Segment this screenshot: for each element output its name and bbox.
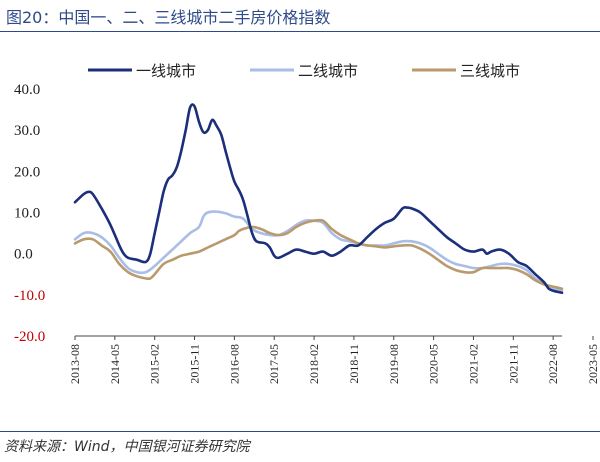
x-tick-label: 2020-05 [427,344,441,384]
x-tick-label: 2022-08 [546,344,560,384]
figure-title: 图20：中国一、二、三线城市二手房价格指数 [6,8,331,27]
x-tick-label: 2023-05 [586,344,600,384]
x-tick-label: 2015-11 [188,344,202,384]
y-tick-label: -10.0 [14,288,45,304]
series-line-1 [73,103,564,295]
legend-label-3: 三线城市 [460,62,520,80]
x-tick-label: 2013-08 [68,344,82,384]
price-index-chart: 一线城市 二线城市 三线城市 40.0 30.0 20.0 10.0 0.0 -10.0 -20… [14,62,600,384]
source-rule [0,431,600,432]
legend: 一线城市 二线城市 三线城市 [88,62,520,80]
x-tick-label: 2019-08 [387,344,401,384]
x-tick-label: 2016-08 [227,344,241,384]
x-tick-label: 2021-11 [506,344,520,384]
y-tick-label: 30.0 [14,123,40,139]
x-tick-label: 2018-02 [307,344,321,384]
y-tick-label: 0.0 [14,247,33,263]
x-tick-label: 2021-02 [466,344,480,384]
series-line-3 [73,218,564,290]
x-tick-label: 2015-02 [148,344,162,384]
series-lines [73,103,564,295]
legend-label-2: 二线城市 [298,62,358,80]
y-tick-label: 40.0 [14,82,40,98]
y-tick-label: 10.0 [14,206,40,222]
x-tick-label: 2018-11 [347,344,361,384]
legend-label-1: 一线城市 [136,62,196,80]
x-tick-label: 2014-05 [108,344,122,384]
title-rule [0,31,600,32]
y-tick-label: 20.0 [14,164,40,180]
source-note: 资料来源：Wind，中国银河证券研究院 [4,439,250,455]
y-axis: 40.0 30.0 20.0 10.0 0.0 -10.0 -20.0 [14,82,45,345]
x-tick-label: 2017-05 [267,344,281,384]
x-axis: 2013-08 2014-05 2015-02 2015-11 2016-08 2017-… [68,335,600,384]
y-tick-label: -20.0 [14,329,45,345]
